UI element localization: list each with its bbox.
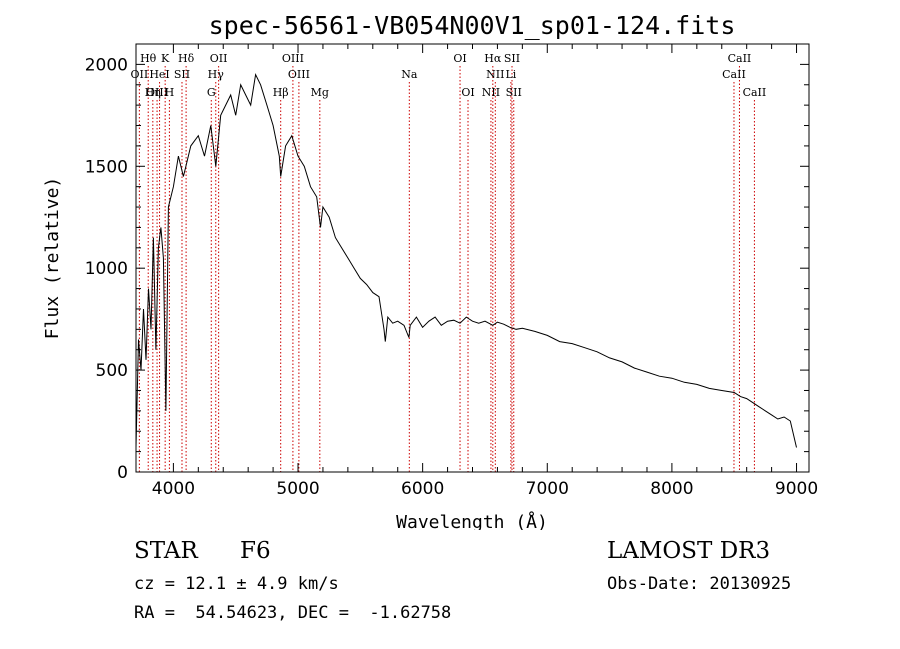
line-label: OIII xyxy=(288,68,310,81)
line-label: OII xyxy=(131,68,149,81)
coordinates-readout: RA = 54.54623, DEC = -1.62758 xyxy=(134,603,452,623)
chart-title: spec-56561-VB054N00V1_sp01-124.fits xyxy=(209,11,736,40)
line-label: Hθ xyxy=(140,52,157,65)
y-axis: 0 500 1000 1500 2000 xyxy=(85,55,809,483)
spectrum-chart: spec-56561-VB054N00V1_sp01-124.fits Hθ K H… xyxy=(42,11,818,530)
y-tick-label: 0 xyxy=(117,463,128,483)
line-label: K xyxy=(161,52,170,65)
x-tick-label: 7000 xyxy=(526,479,569,499)
redshift-readout: cz = 12.1 ± 4.9 km/s xyxy=(134,574,339,594)
x-tick-label: 8000 xyxy=(650,479,693,499)
line-label: OII xyxy=(210,52,228,65)
x-tick-label: 9000 xyxy=(775,479,818,499)
line-label: Hδ xyxy=(178,52,195,65)
line-label: CaII xyxy=(722,68,746,81)
line-label: Hη xyxy=(145,86,161,99)
line-label: Hγ xyxy=(208,68,225,81)
x-tick-label: 4000 xyxy=(152,479,195,499)
line-label: SII xyxy=(504,52,520,65)
flux-line xyxy=(135,72,797,448)
y-tick-label: 2000 xyxy=(85,55,128,75)
line-label: CaII xyxy=(743,86,767,99)
line-label: HeI xyxy=(149,68,169,81)
line-label: OI xyxy=(453,52,466,65)
line-label: CaII xyxy=(728,52,752,65)
x-axis-label: Wavelength (Å) xyxy=(396,511,548,530)
line-label: SII xyxy=(174,68,190,81)
line-label: Mg xyxy=(311,86,329,99)
line-label: OIII xyxy=(282,52,304,65)
object-subclass: F6 xyxy=(240,538,271,564)
observation-date: Obs-Date: 20130925 xyxy=(607,574,792,594)
line-label: H xyxy=(165,86,175,99)
y-tick-label: 1000 xyxy=(85,259,128,279)
line-label: Hβ xyxy=(273,86,289,99)
line-label: NII xyxy=(482,86,500,99)
x-tick-label: 6000 xyxy=(401,479,444,499)
x-axis: 4000 5000 6000 7000 8000 9000 xyxy=(152,44,818,499)
x-tick-label: 5000 xyxy=(276,479,319,499)
line-label: Hα xyxy=(484,52,502,65)
line-label: OIII xyxy=(146,86,168,99)
survey-name: LAMOST DR3 xyxy=(607,538,771,564)
object-class: STAR xyxy=(134,538,198,564)
line-label: G xyxy=(207,86,216,99)
y-tick-label: 500 xyxy=(96,361,128,381)
y-tick-label: 1500 xyxy=(85,157,128,177)
line-label: Li xyxy=(505,68,516,81)
y-axis-label: Flux (relative) xyxy=(42,177,63,340)
line-label: NII xyxy=(486,68,504,81)
line-label: SII xyxy=(506,86,522,99)
line-label: OI xyxy=(461,86,474,99)
line-label: Na xyxy=(401,68,418,81)
